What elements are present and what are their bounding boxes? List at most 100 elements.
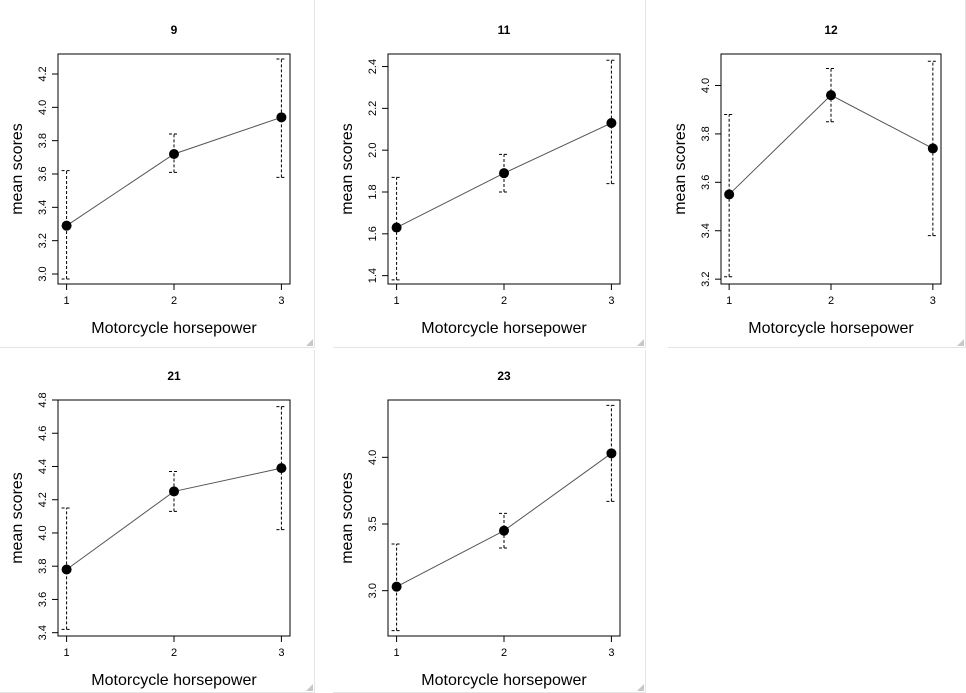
y-axis-label: mean scores (9, 123, 26, 215)
panel-border (314, 0, 315, 348)
panel-border (314, 350, 315, 693)
y-tick-label: 2.2 (367, 101, 379, 116)
y-tick-label: 3.5 (367, 516, 379, 531)
x-tick-label: 1 (726, 295, 732, 307)
y-tick-label: 3.8 (700, 126, 712, 141)
y-tick-label: 4.6 (37, 426, 49, 441)
chart-panel: 9 1 2 3 3.0 3.2 3.4 3.6 3.8 4.0 4.2 Motorcycle hors… (0, 0, 315, 348)
x-axis-label: Motorcycle horsepower (91, 320, 257, 337)
y-tick-label: 3.8 (37, 559, 49, 574)
data-point (606, 118, 617, 128)
data-point (169, 149, 179, 159)
y-tick-label: 3.6 (700, 175, 712, 190)
x-tick-label: 2 (501, 295, 507, 307)
y-tick-label: 1.4 (367, 268, 379, 283)
x-tick-label: 3 (278, 647, 284, 659)
data-point (391, 222, 402, 233)
y-tick-label: 1.6 (367, 226, 379, 241)
data-point (499, 525, 509, 536)
panel-border (645, 350, 646, 693)
data-point (606, 448, 617, 459)
x-tick-label: 1 (64, 647, 70, 659)
chart-title: 11 (498, 23, 511, 37)
chart-title: 12 (824, 23, 838, 37)
y-tick-label: 4.8 (37, 392, 49, 407)
x-axis-label: Motorcycle horsepower (91, 672, 257, 689)
y-tick-label: 3.6 (37, 592, 49, 607)
data-point (169, 486, 179, 497)
resize-grip-icon[interactable] (957, 339, 964, 346)
data-point (61, 220, 72, 231)
y-tick-label: 4.2 (37, 492, 49, 507)
resize-grip-icon[interactable] (306, 684, 313, 691)
y-tick-label: 4.4 (37, 459, 49, 474)
y-tick-label: 3.2 (700, 272, 712, 287)
y-tick-label: 1.8 (367, 184, 379, 199)
y-tick-label: 4.2 (37, 66, 49, 81)
x-axis-label: Motorcycle horsepower (421, 672, 587, 689)
y-tick-label: 3.6 (37, 166, 49, 181)
chart-panel: 12 1 2 3 3.2 3.4 3.6 3.8 4.0 Motorcycle horsepowe… (668, 0, 966, 348)
x-tick-label: 2 (828, 295, 834, 307)
data-point (391, 581, 402, 592)
chart-title: 9 (171, 23, 178, 37)
y-tick-label: 3.0 (37, 266, 49, 281)
y-axis-label: mean scores (339, 472, 356, 564)
y-tick-label: 4.0 (367, 450, 379, 465)
y-tick-label: 3.4 (700, 223, 712, 238)
y-tick-label: 3.0 (367, 583, 379, 598)
x-tick-label: 3 (278, 295, 284, 307)
chart-svg: 211 2 33.43.63.84.04.24.44.64.8Motorcycle … (9, 369, 291, 689)
chart-panel: 21 1 2 3 3.4 3.6 3.8 4.0 4.2 4.4 4.6 4.8 Motorcycle … (0, 350, 315, 693)
y-tick-label: 3.4 (37, 200, 49, 215)
y-tick-label: 3.4 (37, 625, 49, 640)
x-tick-label: 3 (608, 295, 614, 307)
panel-border (668, 347, 966, 348)
x-tick-label: 2 (171, 295, 177, 307)
chart-panel: 23 1 2 3 3.0 3.5 4.0 Motorcycle horsepower mean … (333, 350, 646, 693)
x-tick-label: 2 (501, 647, 507, 659)
panel-border (645, 0, 646, 348)
y-tick-label: 4.0 (37, 525, 49, 540)
panel-border (333, 347, 646, 348)
x-tick-label: 3 (930, 295, 936, 307)
y-axis-label: mean scores (339, 123, 356, 215)
y-tick-label: 3.2 (37, 233, 49, 248)
resize-grip-icon[interactable] (637, 684, 644, 691)
plot-frame (57, 53, 291, 285)
chart-title: 21 (167, 369, 181, 383)
x-tick-label: 2 (171, 647, 177, 659)
y-axis-label: mean scores (9, 472, 26, 564)
x-axis-label: Motorcycle horsepower (421, 320, 587, 337)
panel-border (0, 347, 315, 348)
y-tick-label: 4.0 (37, 100, 49, 115)
data-point (61, 564, 72, 575)
y-tick-label: 2.4 (367, 59, 379, 74)
x-axis-label: Motorcycle horsepower (748, 320, 914, 337)
y-tick-label: 4.0 (700, 78, 712, 93)
plot-frame (57, 399, 291, 637)
chart-svg: 9 1 2 3 3.0 3.2 3.4 3.6 3.8 4.0 4.2 Motorcycle hors… (9, 23, 291, 337)
data-point (276, 112, 287, 123)
resize-grip-icon[interactable] (637, 339, 644, 346)
chart-panel: 11 1 2 3 1.4 1.6 1.8 2.0 2.2 2.4 Motorcycle horsep… (333, 0, 646, 348)
data-point (826, 90, 836, 101)
y-tick-label: 2.0 (367, 143, 379, 158)
x-tick-label: 1 (64, 295, 70, 307)
data-point (499, 168, 509, 179)
x-tick-label: 1 (394, 295, 400, 307)
y-tick-label: 3.8 (37, 133, 49, 148)
data-point (724, 189, 735, 200)
chart-title: 23 (497, 369, 511, 383)
plot-frame (720, 53, 942, 285)
data-point (927, 143, 938, 154)
x-tick-label: 1 (394, 647, 400, 659)
resize-grip-icon[interactable] (306, 339, 313, 346)
y-axis-label: mean scores (672, 123, 689, 215)
data-point (276, 463, 287, 474)
series-line (66, 467, 282, 570)
x-tick-label: 3 (608, 647, 614, 659)
